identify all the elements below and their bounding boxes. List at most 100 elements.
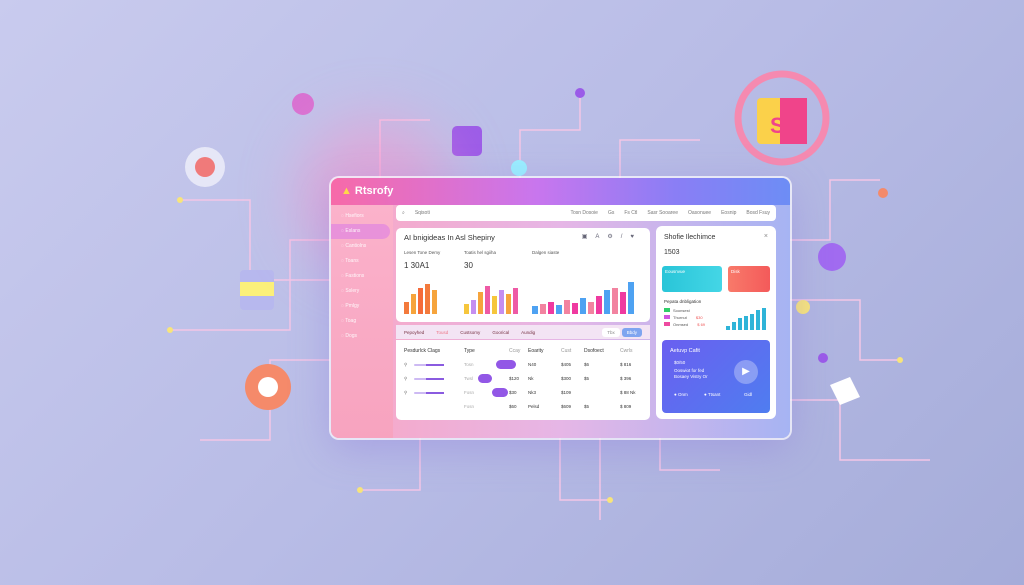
products-table: Pesdurlck Clags Type Ccay Eoarity Cust D… [396, 340, 650, 420]
chart-bar [564, 300, 570, 314]
sidebar-item[interactable]: ◌ Pmlgy [341, 303, 360, 309]
chart-bar [628, 282, 634, 314]
card-tools[interactable]: ▣A⚙/♥ [581, 234, 642, 240]
chart-bar [732, 322, 736, 330]
chart-bar [548, 302, 554, 314]
table-cell: $60 [509, 404, 517, 409]
tab[interactable]: Pepoyhed [404, 329, 425, 335]
mini-bar-chart [726, 304, 768, 330]
chart-bar [532, 306, 538, 314]
chart-bar [418, 288, 423, 314]
column-header: Dsofoect [584, 348, 604, 354]
chart-bar [572, 303, 578, 314]
row-icon: ⚲ [404, 390, 408, 395]
chart-bar [556, 305, 562, 314]
legend-item: Thurnut $30 [664, 315, 705, 320]
table-cell: Tosn [464, 362, 474, 367]
sidebar-item-active[interactable]: ◌ Eslans [331, 224, 390, 239]
bar-charts [404, 272, 642, 314]
table-cell: $109 [561, 390, 572, 395]
toolbar-item[interactable]: Bosd Fsuy [746, 210, 770, 216]
promo-link[interactable]: Gidl [744, 392, 753, 397]
toolbar-item[interactable]: Tosn Dosoie [570, 210, 598, 216]
kpi-card[interactable]: Eousnvue [662, 266, 722, 292]
promo-amount: $0/50 [674, 360, 686, 365]
close-icon[interactable]: × [763, 233, 768, 240]
sidebar-item[interactable]: ◌ Dogs [341, 333, 358, 339]
chart-bar [744, 316, 748, 330]
chart-bar [513, 288, 518, 314]
table-cell: Twsl [464, 376, 473, 381]
row-icon: ⚲ [404, 376, 408, 381]
kpi-card[interactable]: Disk [728, 266, 770, 292]
tab[interactable]: Custsomy [460, 329, 481, 335]
table-cell: $609 [561, 404, 572, 409]
sidebar-item[interactable]: ◌ Toans [341, 258, 359, 264]
chart-bar [499, 290, 504, 314]
chart-bar [404, 302, 409, 314]
table-cell: $ 88 Nk [620, 390, 636, 395]
tab-bar: Pepoyhed Tousd Custsomy Goorical Aundig … [396, 325, 650, 339]
table-cell: Fosn [464, 390, 475, 395]
filter-button[interactable]: Tbx [602, 327, 620, 337]
sidebar-item[interactable]: ◌ Sslery [341, 288, 360, 294]
bell-icon: ▲ [341, 185, 352, 197]
toolbar-item[interactable]: Fs Ctl [624, 210, 638, 216]
chart-bar [432, 290, 437, 314]
table-cell: $120 [509, 376, 520, 381]
radio-option[interactable]: ● Ttsant [704, 392, 721, 397]
table-cell: Pelsd [528, 404, 540, 409]
column-header: Eoarity [528, 348, 544, 354]
apply-button[interactable]: Bbdy [621, 327, 642, 337]
table-cell: $300 [561, 376, 572, 381]
chart-bar [588, 302, 594, 314]
toolbar-item[interactable]: Oasonuee [688, 210, 712, 216]
slider[interactable] [414, 392, 444, 394]
toolbar-item[interactable]: Sasr Sooaree [647, 210, 678, 216]
column-header: Type [464, 348, 475, 354]
chart-bar [596, 296, 602, 314]
slider[interactable] [414, 378, 444, 380]
slider[interactable] [414, 364, 444, 366]
toggle[interactable] [496, 360, 516, 369]
column-header: Pesdurlck Clags [404, 348, 441, 354]
table-cell: $ 816 [620, 362, 632, 367]
radio-option[interactable]: ● Onm [674, 392, 688, 397]
toggle[interactable] [478, 374, 492, 383]
search-input[interactable]: Sqisoti [414, 210, 430, 216]
right-panel: Shofie Ilechimce × 1503 Eousnvue Disk Pe… [656, 226, 776, 419]
legend-item: Onmsed $ 69 [664, 322, 705, 327]
sidebar-item[interactable]: ◌ Fastions [341, 273, 365, 279]
table-cell: Fosn [464, 404, 475, 409]
table-cell: $6 [584, 362, 590, 367]
table-cell: Nk [528, 376, 534, 381]
promo-card: Aetuvp Cafit $0/50 Ooswiot for fed Bosae… [662, 340, 770, 413]
play-button[interactable]: ▶ [734, 360, 758, 384]
toggle[interactable] [492, 388, 508, 397]
search-bar[interactable]: ⌕ Sqisoti Tosn Dosoie Gs Fs Ctl Sasr Soo… [396, 205, 776, 221]
search-icon: ⌕ [402, 210, 405, 216]
sidebar-item[interactable]: ◌ Toag [341, 318, 357, 324]
sidebar-item[interactable]: ◌ Hsefiors [341, 213, 364, 219]
table-cell: $5 [584, 376, 590, 381]
table-cell: $ 396 [620, 376, 632, 381]
toolbar-item[interactable]: Gs [607, 210, 615, 216]
shopping-bag-icon: S [734, 70, 830, 166]
toolbar-item[interactable]: Eosnip [721, 210, 737, 216]
table-cell: Nk3 [528, 390, 537, 395]
chart-bar [425, 284, 430, 314]
panel-value: 1503 [664, 249, 680, 256]
sidebar-item[interactable]: ◌ Cantiolns [341, 243, 367, 249]
chart-bar [411, 294, 416, 314]
tab[interactable]: Aundig [521, 329, 536, 335]
tab[interactable]: Tousd [436, 329, 449, 335]
chart-bar [620, 292, 626, 314]
table-cell: $ 809 [620, 404, 632, 409]
svg-text:S: S [770, 113, 785, 138]
chart-bar [750, 314, 754, 330]
table-cell: $30 [509, 390, 517, 395]
mini-chart: Dalgen siaste [532, 250, 560, 255]
tab[interactable]: Goorical [492, 329, 510, 335]
table-cell: $5 [584, 404, 590, 409]
